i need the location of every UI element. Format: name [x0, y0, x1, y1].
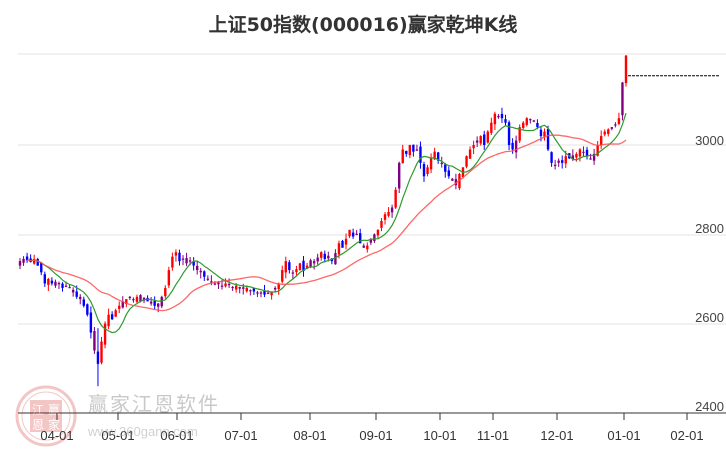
y-tick-2600: 2600: [695, 310, 724, 325]
svg-text:赢: 赢: [48, 402, 60, 417]
watermark-url: www.360gann.com: [88, 424, 198, 439]
ma-short-line: [30, 113, 627, 334]
x-tick: 04-01: [40, 428, 74, 443]
x-tick: 11-01: [476, 428, 510, 443]
x-tick: 02-01: [670, 428, 704, 443]
watermark-text: 赢家江恩软件: [88, 392, 220, 416]
x-tick: 01-01: [607, 428, 641, 443]
x-tick: 06-01: [160, 428, 194, 443]
x-tick: 08-01: [293, 428, 327, 443]
y-tick-3000: 3000: [695, 133, 724, 148]
x-tick: 07-01: [224, 428, 258, 443]
svg-text:恩: 恩: [32, 418, 44, 432]
svg-text:江: 江: [32, 403, 44, 417]
x-tick: 09-01: [359, 428, 393, 443]
y-tick-2800: 2800: [695, 221, 724, 236]
chart-title: 上证50指数(000016)赢家乾坤K线: [208, 14, 518, 36]
x-tick: 12-01: [540, 428, 574, 443]
y-tick-2400: 2400: [695, 399, 724, 414]
watermark-seal-icon: 江 赢 恩 家: [15, 385, 77, 447]
x-tick: 10-01: [423, 428, 457, 443]
x-tick: 05-01: [101, 428, 135, 443]
ma-long-line: [27, 134, 627, 312]
svg-text:家: 家: [48, 417, 60, 432]
